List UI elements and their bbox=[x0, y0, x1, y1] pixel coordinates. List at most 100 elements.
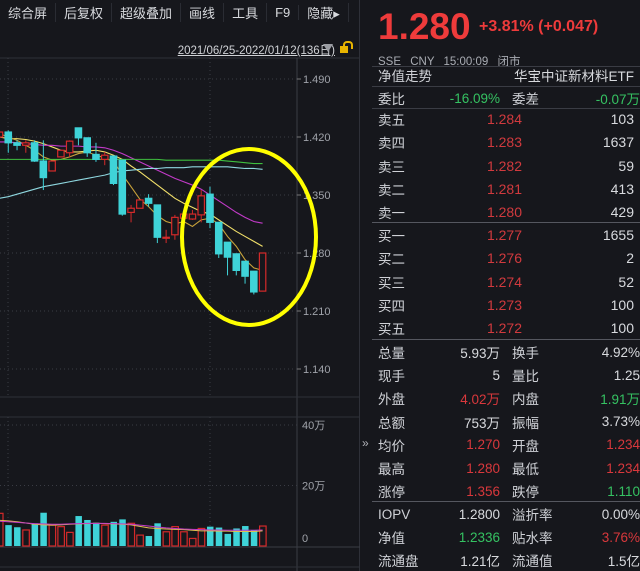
stat-label: 内盘 bbox=[512, 392, 539, 408]
candle bbox=[22, 142, 30, 146]
level-price: 1.277 bbox=[486, 227, 522, 243]
expand-panel-button[interactable]: » bbox=[362, 436, 369, 450]
ask-row[interactable]: 卖二 1.281 413 bbox=[372, 178, 640, 200]
stat-value: 1.356 bbox=[466, 483, 500, 499]
candle bbox=[206, 193, 214, 223]
quote-time: 15:00:09 bbox=[443, 56, 489, 68]
level-price: 1.281 bbox=[486, 180, 522, 197]
candle bbox=[127, 207, 135, 213]
stat-label: 涨停 bbox=[378, 485, 405, 501]
toolbar-item[interactable]: 超级叠加 bbox=[112, 2, 182, 22]
candle bbox=[250, 270, 258, 293]
level-volume: 52 bbox=[618, 273, 634, 290]
candle bbox=[65, 140, 74, 154]
weibi-row: 委比 -16.09% 委差 -0.07万 bbox=[372, 87, 640, 109]
bid-row[interactable]: 买四 1.273 100 bbox=[372, 294, 640, 316]
ma-line bbox=[0, 158, 263, 165]
stat-value: 3.73% bbox=[601, 414, 640, 430]
stat-label: 量比 bbox=[512, 369, 539, 385]
volume-bar bbox=[162, 531, 171, 547]
stat-label: 均价 bbox=[378, 438, 405, 454]
stat-value: 1.91万 bbox=[600, 392, 640, 408]
annotation-ellipse bbox=[180, 147, 318, 327]
toolbar-item[interactable]: F9 bbox=[267, 4, 300, 20]
volume-bar bbox=[180, 531, 188, 547]
last-price: 1.280 bbox=[378, 6, 471, 47]
stat-label: 贴水率 bbox=[512, 531, 553, 547]
chart-toolbar: 综合屏 后复权 超级叠加 画线 工具 F9 隐藏▸ bbox=[0, 0, 360, 24]
stat-value: 1.234 bbox=[606, 460, 640, 476]
dropdown-triangle-icon[interactable] bbox=[323, 44, 333, 52]
candle bbox=[162, 236, 170, 239]
stat-label: 换手 bbox=[512, 346, 539, 361]
stat-row: 外盘 4.02万 内盘 1.91万 bbox=[372, 387, 640, 409]
stat-row: 最高 1.280 最低 1.234 bbox=[372, 457, 640, 479]
bid-row[interactable]: 买三 1.274 52 bbox=[372, 271, 640, 293]
stat-value: 4.02万 bbox=[460, 392, 500, 408]
volume-tick-label: 0 bbox=[302, 533, 308, 545]
stat-row: 均价 1.270 开盘 1.234 bbox=[372, 434, 640, 456]
stat-label: 净值 bbox=[378, 531, 405, 547]
stat-value: 3.76% bbox=[601, 529, 640, 545]
volume-bar bbox=[242, 526, 249, 546]
volume-bar bbox=[259, 525, 267, 547]
level-volume: 1655 bbox=[602, 227, 634, 243]
nav-trend-link[interactable]: 净值走势 bbox=[378, 69, 432, 84]
stat-row: 净值 1.2336 贴水率 3.76% bbox=[372, 526, 640, 548]
stat-label: 跌停 bbox=[512, 485, 539, 501]
volume-bar bbox=[40, 512, 47, 546]
ask-row[interactable]: 卖五 1.284 103 bbox=[372, 108, 640, 130]
volume-bar bbox=[14, 527, 21, 546]
stat-value: 0.00% bbox=[601, 506, 640, 522]
volume-bar bbox=[224, 533, 232, 546]
level-volume: 59 bbox=[618, 157, 634, 174]
date-range-selector[interactable]: 2021/06/25-2022/01/12(136日) bbox=[177, 45, 335, 57]
stat-row: 总量 5.93万 换手 4.92% bbox=[372, 341, 640, 363]
toolbar-item[interactable]: 工具 bbox=[224, 2, 268, 22]
level-label: 卖四 bbox=[378, 136, 405, 152]
toolbar-item[interactable]: 画线 bbox=[181, 2, 225, 22]
weibi-value: -16.09% bbox=[449, 90, 500, 106]
price-tick-label: 1.210 bbox=[303, 306, 331, 318]
candle bbox=[214, 221, 223, 255]
bid-row[interactable]: 买五 1.272 100 bbox=[372, 317, 640, 339]
stat-row: 涨停 1.356 跌停 1.110 bbox=[372, 480, 640, 502]
candle bbox=[197, 195, 206, 216]
candle bbox=[171, 216, 179, 236]
toolbar-item[interactable]: 综合屏 bbox=[0, 2, 57, 22]
level-price: 1.274 bbox=[486, 273, 522, 290]
candle bbox=[258, 252, 267, 292]
volume-ma-line bbox=[0, 519, 263, 532]
candle bbox=[100, 154, 109, 160]
bid-row[interactable]: 买二 1.276 2 bbox=[372, 247, 640, 269]
volume-bar bbox=[250, 529, 258, 546]
candle bbox=[92, 153, 100, 160]
ask-row[interactable]: 卖三 1.282 59 bbox=[372, 155, 640, 177]
toolbar-item[interactable]: 隐藏▸ bbox=[299, 2, 349, 22]
level-price: 1.273 bbox=[486, 296, 522, 313]
level-volume: 103 bbox=[610, 111, 634, 127]
stat-row: 流通盘 1.21亿 流通值 1.5亿 bbox=[372, 549, 640, 571]
bid-row[interactable]: 买一 1.277 1655 bbox=[372, 224, 640, 246]
toolbar-item[interactable]: 后复权 bbox=[56, 2, 113, 22]
volume-bar bbox=[57, 526, 65, 547]
volume-bar bbox=[31, 523, 39, 546]
stat-value: 1.234 bbox=[606, 437, 640, 453]
level-price: 1.276 bbox=[486, 250, 522, 267]
volume-bar bbox=[136, 534, 144, 547]
ask-row[interactable]: 卖一 1.280 429 bbox=[372, 201, 640, 223]
candle bbox=[223, 241, 232, 258]
ask-row[interactable]: 卖四 1.283 1637 bbox=[372, 131, 640, 153]
volume-bar bbox=[233, 528, 240, 546]
market-info: SSE CNY 15:00:09 闭市 bbox=[378, 53, 520, 69]
stat-value: 1.25 bbox=[613, 367, 640, 383]
stat-label: 外盘 bbox=[378, 392, 405, 408]
stat-label: 流通盘 bbox=[378, 554, 419, 570]
volume-bar bbox=[154, 523, 161, 546]
stat-label: 最高 bbox=[378, 462, 405, 477]
volume-bar bbox=[92, 522, 100, 546]
unlock-icon[interactable] bbox=[340, 41, 353, 53]
candle bbox=[232, 253, 241, 271]
fund-name: 华宝中证新材料ETF bbox=[514, 69, 634, 84]
